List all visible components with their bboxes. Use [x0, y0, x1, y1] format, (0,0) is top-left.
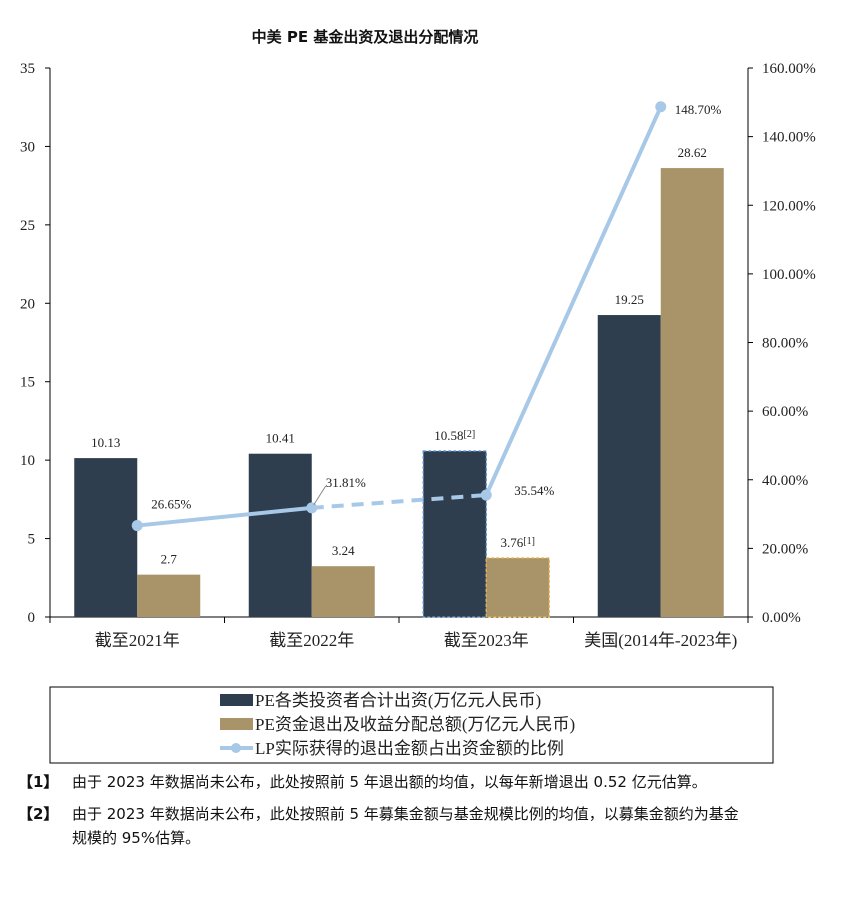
- legend-swatch-contribution: [220, 694, 253, 706]
- right-tick-label: 20.00%: [762, 541, 808, 557]
- bar-distribution-label: 3.76[1]: [501, 535, 535, 550]
- right-tick-label: 140.00%: [762, 130, 816, 146]
- chart-title: 中美 PE 基金出资及退出分配情况: [252, 28, 479, 46]
- ratio-label: 31.81%: [326, 475, 366, 490]
- bar-contribution-label: 10.58[2]: [434, 428, 475, 443]
- category-label: 截至2021年: [95, 631, 180, 650]
- bar-distribution: [485, 557, 550, 618]
- bar-contribution-label: 10.41: [266, 431, 295, 446]
- bar-distribution-label: 2.7: [161, 552, 178, 567]
- category-label: 美国(2014年-2023年): [584, 631, 737, 650]
- right-tick-label: 100.00%: [762, 267, 816, 283]
- bar-distribution-label: 28.62: [678, 145, 707, 160]
- bar-contribution: [248, 453, 312, 617]
- bar-contribution: [597, 315, 661, 617]
- footnote-2-text: 由于 2023 年数据尚未公布，此处按照前 5 年募集金额与基金规模比例的均值，…: [72, 805, 739, 847]
- ratio-point: [131, 520, 143, 532]
- ratio-line-segment: [311, 493, 487, 510]
- legend-label: PE资金退出及收益分配总额(万亿元人民币): [255, 715, 575, 734]
- ratio-point: [480, 489, 492, 501]
- ratio-label: 35.54%: [514, 483, 554, 498]
- left-tick-label: 20: [20, 296, 35, 312]
- left-tick-label: 10: [20, 453, 35, 469]
- right-tick-label: 40.00%: [762, 473, 808, 489]
- ratio-line-segment: [484, 104, 663, 498]
- legend-label: PE各类投资者合计出资(万亿元人民币): [255, 691, 541, 710]
- bar-distribution-label: 3.24: [332, 543, 355, 558]
- footnote-2-mark: 【2】: [18, 805, 59, 823]
- legend-swatch-ratio-marker: [231, 743, 241, 753]
- data-labels: 10.13 2.7 10.41 3.24 10.58[2] 3.76[1] 19.25 28.…: [91, 102, 721, 567]
- footnote-1-mark: 【1】: [18, 773, 59, 791]
- left-tick-label: 5: [28, 532, 36, 548]
- chart: 中美 PE 基金出资及退出分配情况 0 5 10 15 20 25 30 35 0.00% 20.…: [20, 28, 816, 764]
- left-tick-label: 35: [20, 61, 35, 77]
- ratio-label-leader: [313, 485, 327, 506]
- legend-label: LP实际获得的退出金额占出资金额的比例: [255, 739, 564, 758]
- footnote-1: 【1】 由于 2023 年数据尚未公布，此处按照前 5 年退出额的均值，以每年新…: [0, 770, 752, 794]
- right-tick-label: 80.00%: [762, 336, 808, 352]
- ratio-label: 148.70%: [675, 102, 722, 117]
- footnote-1-text: 由于 2023 年数据尚未公布，此处按照前 5 年退出额的均值，以每年新增退出 …: [72, 773, 707, 791]
- legend-swatch-distribution: [220, 718, 253, 730]
- ratio-line: [131, 101, 667, 532]
- legend: PE各类投资者合计出资(万亿元人民币) PE资金退出及收益分配总额(万亿元人民币)…: [49, 686, 774, 764]
- footnote-ref: [2]: [464, 429, 476, 440]
- footnote-2: 【2】 由于 2023 年数据尚未公布，此处按照前 5 年募集金额与基金规模比例…: [0, 802, 752, 850]
- left-tick-label: 30: [20, 139, 35, 155]
- bar-distribution: [311, 566, 375, 617]
- bar-distribution: [660, 168, 724, 617]
- left-tick-label: 25: [20, 218, 35, 234]
- right-tick-label: 0.00%: [762, 610, 801, 626]
- left-tick-label: 0: [28, 610, 36, 626]
- bar-contribution: [74, 458, 138, 617]
- axes: 0 5 10 15 20 25 30 35 0.00% 20.00% 40.00% 60.00% 80.…: [20, 61, 816, 650]
- bar-contribution: [422, 450, 487, 618]
- legend-box: [49, 686, 774, 764]
- footnote-ref: [1]: [523, 536, 535, 547]
- bar-contribution-label: 19.25: [615, 292, 644, 307]
- footnotes: 【1】 由于 2023 年数据尚未公布，此处按照前 5 年退出额的均值，以每年新…: [0, 770, 850, 858]
- left-tick-label: 15: [20, 375, 35, 391]
- right-tick-label: 120.00%: [762, 198, 816, 214]
- bar-contribution-label: 10.13: [91, 435, 120, 450]
- ratio-line-segment: [135, 505, 314, 528]
- right-tick-label: 160.00%: [762, 61, 816, 77]
- bars: [74, 168, 724, 618]
- ratio-point: [306, 502, 318, 514]
- ratio-label: 26.65%: [151, 497, 191, 512]
- category-label: 截至2023年: [444, 631, 529, 650]
- ratio-point: [655, 101, 667, 113]
- bar-distribution: [137, 574, 201, 617]
- right-tick-label: 60.00%: [762, 404, 808, 420]
- category-label: 截至2022年: [269, 631, 354, 650]
